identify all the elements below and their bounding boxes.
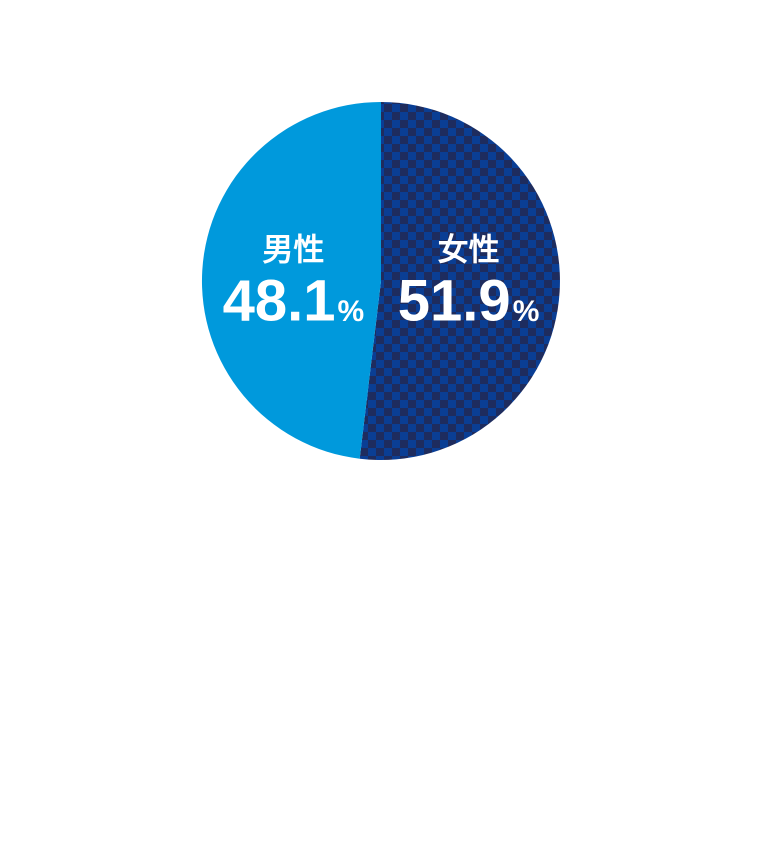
slice-label-male: 男性	[262, 233, 324, 268]
slice-unit-male: %	[338, 295, 365, 328]
slice-unit-female: %	[513, 295, 540, 328]
slice-label-female: 女性	[438, 233, 500, 268]
pie-slice-female	[359, 102, 560, 460]
pie-slices	[201, 101, 560, 460]
pie-slice-male	[201, 101, 381, 459]
